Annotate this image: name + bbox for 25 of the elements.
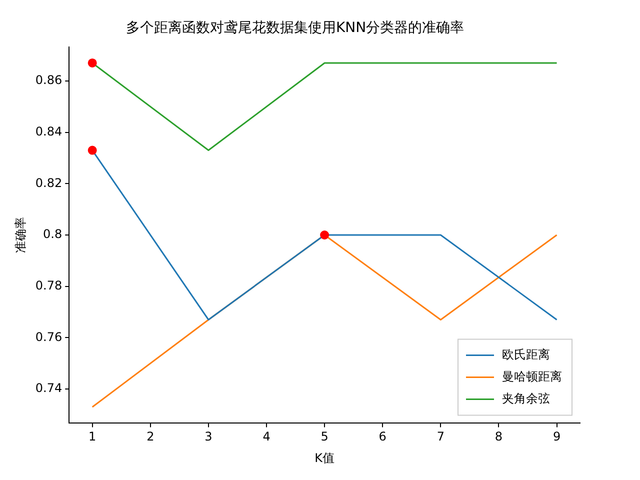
y-tick-label: 0.86 — [35, 73, 62, 88]
x-tick-label: 3 — [204, 430, 212, 444]
point — [88, 146, 97, 155]
point — [320, 230, 330, 240]
y-tick-label: 0.82 — [35, 176, 62, 190]
y-tick-label: 0.74 — [35, 381, 62, 396]
x-tick-label: 9 — [552, 430, 561, 444]
legend-label: 夹角余弦 — [502, 391, 550, 406]
x-tick-label: 1 — [88, 430, 96, 444]
y-axis-title: 准确率 — [13, 217, 28, 253]
x-tick-label: 5 — [320, 430, 328, 444]
y-tick-label: 0.84 — [35, 124, 62, 138]
x-tick-label: 2 — [146, 430, 154, 444]
x-tick-label: 8 — [494, 430, 503, 444]
point — [88, 58, 97, 68]
y-tick-label: 0.8 — [43, 227, 62, 242]
y-tick-label: 0.78 — [35, 278, 62, 292]
legend-label: 欧氏距离 — [502, 347, 550, 362]
x-tick-label: 7 — [436, 430, 444, 444]
legend-label: 曼哈顿距离 — [502, 369, 562, 384]
chart-title: 多个距离函数对鸢尾花数据集使用KNN分类器的准确率 — [126, 20, 464, 36]
x-tick-label: 6 — [378, 430, 386, 444]
x-tick-label: 4 — [262, 430, 270, 444]
y-tick-label: 0.76 — [35, 330, 62, 344]
x-axis-title: K值 — [314, 450, 334, 465]
